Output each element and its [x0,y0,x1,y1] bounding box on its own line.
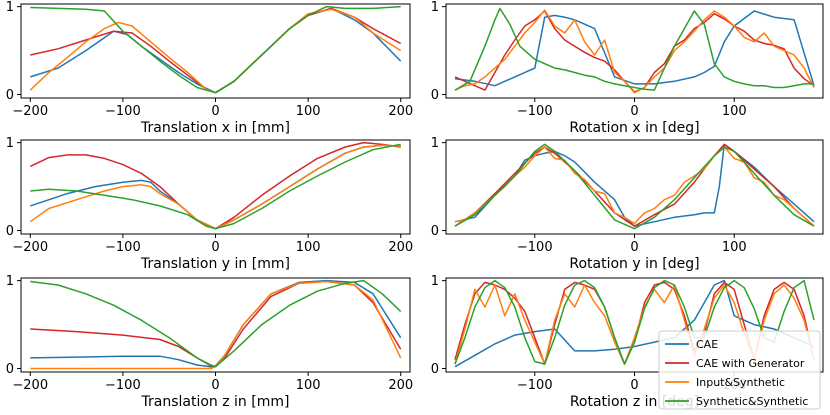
x-tick-label: −100 [105,104,141,119]
x-tick-label: −100 [517,378,553,393]
y-tick-label: 0 [431,224,439,239]
x-tick-label: −200 [12,378,48,393]
series-line-input-synthetic [454,9,815,94]
x-tick-label: 0 [630,378,638,393]
legend-label: Synthetic&Synthetic [696,395,808,408]
series-line-synthetic-synthetic [454,143,815,230]
y-tick-label: 1 [6,274,14,289]
series-line-synthetic-synthetic [30,5,401,94]
legend-box [658,330,821,410]
panel-translation-z: −200 −100 0 100 200 0 1 Translation z in [mm] [6,274,413,410]
panel-translation-x: −200 −100 0 100 200 0 1 Translation x in [mm] [6,0,413,136]
x-tick-label: 100 [296,240,321,255]
series-line-synthetic-synthetic [454,7,814,91]
x-tick-label: 200 [388,378,413,393]
x-tick-label: −100 [105,240,141,255]
x-axis-label: Rotation y in [deg] [569,256,699,272]
x-tick-label: −100 [105,378,141,393]
y-tick-label: 0 [6,224,14,239]
x-axis-label: Translation z in [mm] [141,394,290,410]
x-tick-label: 0 [211,378,219,393]
series-line-cae [454,143,815,227]
x-tick-label: 0 [211,104,219,119]
x-tick-label: 100 [296,378,321,393]
x-tick-label: −200 [12,240,48,255]
legend: CAE CAE with Generator Input&Synthetic Synt… [658,330,821,410]
series-line-synthetic-synthetic [30,279,402,368]
y-tick-label: 1 [431,136,439,151]
axes-frame [20,139,411,235]
x-tick-label: 200 [388,104,413,119]
x-axis-label: Translation x in [mm] [140,120,290,136]
panel-rotation-x: −100 0 100 0 1 Rotation x in [deg] [431,0,824,136]
series-line-input-synthetic [29,144,401,230]
x-tick-label: 0 [630,240,638,255]
panel-translation-y: −200 −100 0 100 200 0 1 Translation y in [mm] [6,136,413,272]
x-tick-label: −200 [12,104,48,119]
x-axis-label: Translation y in [mm] [140,256,290,272]
x-tick-label: −100 [517,240,553,255]
legend-label: CAE with Generator [696,357,805,370]
series-line-cae-with-generator [29,141,401,230]
x-tick-label: 200 [388,240,413,255]
y-tick-label: 0 [431,362,439,377]
legend-label: Input&Synthetic [696,376,785,389]
series-line-synthetic-synthetic [30,143,401,230]
series-line-cae [454,10,815,87]
x-tick-label: 0 [630,104,638,119]
y-tick-label: 1 [431,0,439,15]
series-line-cae-with-generator [454,143,815,227]
x-tick-label: 100 [722,240,747,255]
y-tick-label: 0 [431,88,439,103]
series-line-cae [30,7,402,94]
series-line-cae [454,279,815,368]
y-tick-label: 1 [431,274,439,289]
y-tick-label: 0 [6,362,14,377]
series-line-cae [30,144,401,230]
x-tick-label: −100 [517,104,553,119]
series-line-input-synthetic [454,146,815,227]
series-line-synthetic-synthetic [454,279,815,365]
panel-rotation-y: −100 0 100 0 1 Rotation y in [deg] [431,136,824,272]
legend-label: CAE [696,338,718,351]
x-axis-label: Rotation x in [deg] [569,120,699,136]
x-tick-label: 0 [211,240,219,255]
y-tick-label: 1 [6,0,14,15]
x-tick-label: 100 [296,104,321,119]
series-line-input-synthetic [29,8,402,94]
y-tick-label: 1 [6,136,14,151]
y-tick-label: 0 [6,88,14,103]
x-tick-label: 100 [722,104,747,119]
